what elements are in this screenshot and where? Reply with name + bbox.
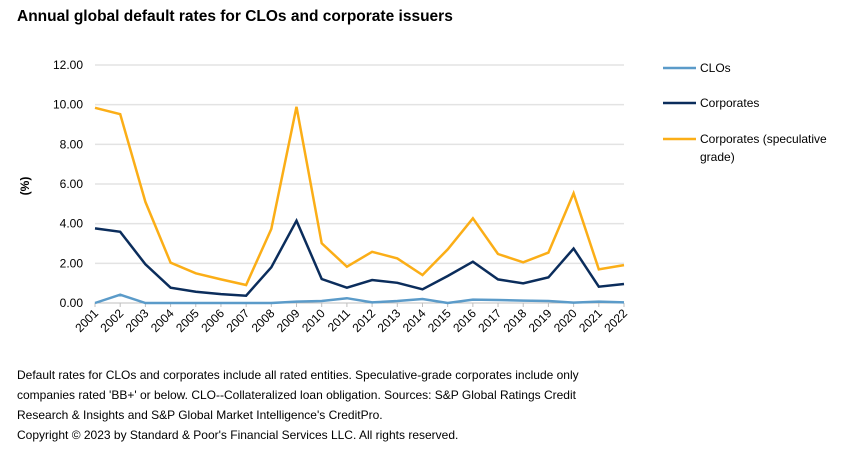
chart-footnote: Default rates for CLOs and corporates in… — [17, 365, 847, 445]
legend-label: CLOs — [700, 61, 731, 75]
x-tick-label: 2022 — [601, 306, 630, 335]
x-tick-label: 2018 — [501, 306, 530, 335]
x-tick-label: 2006 — [198, 306, 227, 335]
x-tick-label: 2013 — [375, 306, 404, 335]
footnote-line: Research & Insights and S&P Global Marke… — [17, 408, 383, 422]
x-tick-label: 2014 — [400, 306, 429, 335]
x-tick-label: 2002 — [98, 306, 127, 335]
copyright-line: Copyright © 2023 by Standard & Poor's Fi… — [17, 428, 459, 442]
legend: CLOs Corporates Corporates (speculative gra… — [663, 61, 827, 164]
y-tick-label: 12.00 — [53, 58, 83, 72]
x-tick-label: 2007 — [223, 306, 252, 335]
series-lines — [94, 106, 625, 305]
y-tick-label: 2.00 — [60, 256, 84, 270]
x-tick-label: 2009 — [274, 306, 303, 335]
y-tick-label: 6.00 — [60, 177, 84, 191]
chart-title: Annual global default rates for CLOs and… — [17, 8, 453, 25]
x-tick-label: 2015 — [425, 306, 454, 335]
y-tick-label: 8.00 — [60, 137, 84, 151]
x-tick-label: 2017 — [475, 306, 504, 335]
y-tick-label: 4.00 — [60, 217, 84, 231]
footnote-line: Default rates for CLOs and corporates in… — [17, 368, 579, 382]
footnote-line: companies rated 'BB+' or below. CLO--Col… — [17, 388, 576, 402]
x-tick-label: 2016 — [450, 306, 479, 335]
y-tick-label: 10.00 — [53, 98, 83, 112]
gridlines — [95, 64, 624, 265]
legend-label: Corporates (speculative — [700, 132, 827, 146]
x-tick-label: 2004 — [148, 306, 177, 335]
x-tick-label: 2005 — [173, 306, 202, 335]
series-line-clos — [94, 293, 625, 305]
x-axis-tick-labels: 2001200220032004200520062007200820092010… — [72, 306, 630, 335]
x-tick-label: 2011 — [325, 306, 353, 334]
x-tick-label: 2020 — [551, 306, 580, 335]
y-tick-label: 0.00 — [60, 296, 84, 310]
series-line-corporates-speculative-grade — [94, 106, 625, 287]
x-tick-label: 2010 — [299, 306, 328, 335]
x-tick-label: 2001 — [72, 306, 101, 335]
x-tick-label: 2003 — [123, 306, 152, 335]
x-tick-label: 2008 — [249, 306, 278, 335]
x-tick-label: 2019 — [526, 306, 555, 335]
y-axis-label: (%) — [18, 177, 32, 196]
x-tick-label: 2012 — [349, 306, 378, 335]
y-axis-tick-labels: 0.00 2.00 4.00 6.00 8.00 10.00 12.00 — [53, 58, 83, 310]
legend-label: grade) — [700, 150, 735, 164]
series-line-corporates — [94, 217, 625, 297]
x-tick-label: 2021 — [576, 306, 605, 335]
legend-label: Corporates — [700, 96, 759, 110]
